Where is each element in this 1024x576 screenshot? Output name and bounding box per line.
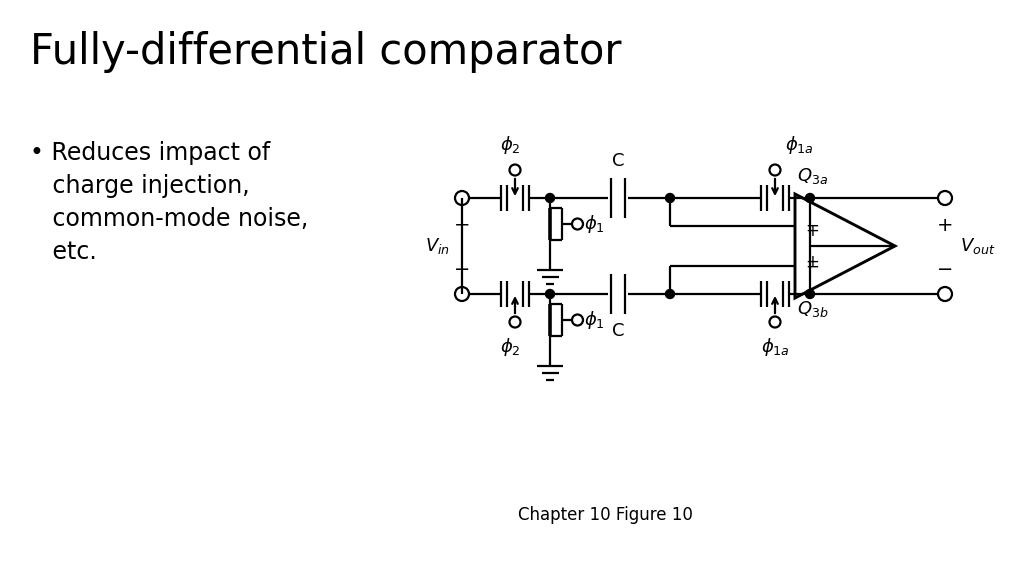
Text: $Q_{3b}$: $Q_{3b}$: [797, 299, 828, 319]
Text: −: −: [805, 217, 819, 235]
Text: Chapter 10 Figure 10: Chapter 10 Figure 10: [517, 506, 692, 524]
Text: +: +: [805, 253, 819, 271]
Circle shape: [666, 290, 675, 298]
Text: $\phi_2$: $\phi_2$: [500, 336, 520, 358]
Circle shape: [546, 194, 555, 203]
Text: $\phi_1$: $\phi_1$: [584, 309, 605, 331]
Text: $V_{in}$: $V_{in}$: [425, 236, 450, 256]
Text: C: C: [611, 322, 625, 340]
Text: C: C: [611, 152, 625, 170]
Text: +: +: [454, 216, 470, 235]
Text: • Reduces impact of: • Reduces impact of: [30, 141, 270, 165]
Text: −: −: [805, 258, 819, 276]
Text: $\phi_{1a}$: $\phi_{1a}$: [761, 336, 790, 358]
Text: −: −: [454, 260, 470, 279]
Text: $V_{out}$: $V_{out}$: [961, 236, 995, 256]
Text: +: +: [805, 222, 819, 240]
Circle shape: [546, 290, 555, 298]
Text: charge injection,: charge injection,: [30, 174, 250, 198]
Text: −: −: [937, 260, 953, 279]
Text: common-mode noise,: common-mode noise,: [30, 207, 308, 231]
Text: +: +: [937, 216, 953, 235]
Text: $Q_{3a}$: $Q_{3a}$: [797, 166, 828, 186]
Text: Fully-differential comparator: Fully-differential comparator: [30, 31, 622, 73]
Text: etc.: etc.: [30, 240, 96, 264]
Circle shape: [806, 290, 814, 298]
Text: $\phi_1$: $\phi_1$: [584, 213, 605, 235]
Text: $\phi_{1a}$: $\phi_{1a}$: [785, 134, 814, 156]
Circle shape: [806, 194, 814, 203]
Circle shape: [666, 194, 675, 203]
Text: $\phi_2$: $\phi_2$: [500, 134, 520, 156]
